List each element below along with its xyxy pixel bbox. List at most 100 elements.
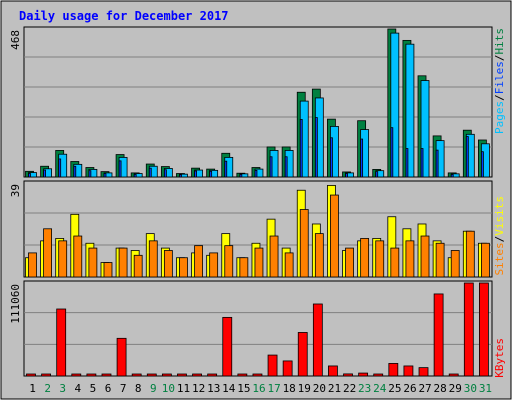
right-axis-label-part: / [493, 55, 506, 62]
sites-bar [405, 240, 415, 278]
day-label: 17 [267, 382, 280, 395]
files-bar [254, 169, 258, 178]
kbytes-bar [282, 360, 293, 377]
files-bar [209, 170, 213, 178]
kbytes-bar [131, 373, 142, 377]
day-label: 3 [59, 382, 66, 395]
day-label: 21 [328, 382, 341, 395]
kbytes-bar [41, 373, 51, 377]
files-bar [73, 165, 77, 178]
day-label: 6 [105, 382, 112, 395]
day-label: 13 [207, 382, 220, 395]
files-bar [465, 136, 469, 178]
day-label: 27 [418, 382, 431, 395]
sites-bar [179, 257, 188, 278]
day-label: 20 [313, 382, 326, 395]
day-label: 23 [358, 382, 371, 395]
kbytes-bar [343, 373, 353, 377]
day-label: 30 [464, 382, 477, 395]
sites-bar [330, 194, 339, 278]
sites-bar [148, 240, 158, 278]
files-bar [390, 127, 394, 178]
kbytes-bar [56, 308, 67, 377]
sites-bar [28, 252, 37, 278]
day-label: 18 [283, 382, 296, 395]
day-label: 19 [298, 382, 311, 395]
sites-bar [224, 245, 234, 278]
day-label: 10 [162, 382, 175, 395]
day-label: 16 [252, 382, 265, 395]
sites-bar [73, 235, 83, 278]
files-bar [360, 138, 364, 178]
day-label: 2 [44, 382, 51, 395]
sites-bar [390, 247, 400, 278]
panels: 468 39 111060 [9, 26, 493, 377]
sites-bar [360, 238, 370, 278]
kbytes-bar [192, 373, 202, 377]
day-label: 11 [177, 382, 190, 395]
day-labels: 1 2 3 4 5 6 7 8 9 10 11 12 13 14 15 16 17 18 19 20 21 22 23 24 2… [29, 382, 492, 395]
right-axis-label-part: / [493, 94, 506, 101]
right-axis-label-part: / [493, 236, 506, 243]
files-bar [269, 156, 273, 178]
kbytes-bar [161, 373, 172, 377]
pages-bar [405, 43, 415, 178]
sites-bar [299, 209, 309, 278]
files-bar [345, 173, 348, 178]
kbytes-bar [433, 293, 444, 377]
kbytes-bar [373, 373, 384, 377]
files-bar [405, 148, 409, 178]
sites-bar [314, 233, 324, 278]
day-label: 26 [403, 382, 416, 395]
kbytes-bar [297, 332, 308, 377]
day-label: 8 [135, 382, 142, 395]
files-bar [103, 173, 107, 178]
day-label: 25 [388, 382, 401, 395]
kbytes-bar [237, 373, 248, 377]
right-axis-label-part: KBytes [493, 338, 506, 378]
files-bar [299, 119, 303, 178]
kbytes-bar [177, 373, 187, 377]
files-bar [88, 170, 92, 178]
panel-0 [23, 26, 493, 178]
panel-2 [23, 280, 493, 377]
sites-bar [375, 240, 385, 278]
sites-bar [254, 247, 264, 278]
sites-bar [284, 252, 294, 278]
day-label: 9 [150, 382, 157, 395]
files-bar [133, 174, 137, 178]
sites-bar [133, 254, 143, 278]
kbytes-bar [222, 316, 233, 377]
day-label: 12 [192, 382, 205, 395]
day-label: 24 [373, 382, 387, 395]
files-bar [239, 174, 243, 178]
files-bar [314, 117, 318, 178]
files-bar [118, 160, 122, 178]
files-bar [420, 148, 424, 178]
day-label: 5 [90, 382, 97, 395]
chart-title: Daily usage for December 2017 [19, 9, 229, 23]
files-bar [58, 158, 62, 178]
kbytes-bar [328, 365, 338, 377]
sites-bar [58, 240, 68, 278]
day-label: 4 [75, 382, 82, 395]
kbytes-bar [312, 303, 323, 377]
right-axis-label-part: Pages [493, 101, 506, 134]
kbytes-bar [86, 373, 97, 377]
files-bar [194, 170, 197, 178]
panel-1 [23, 180, 493, 278]
day-label: 22 [343, 382, 356, 395]
right-axis-label-part: Hits [493, 28, 506, 55]
sites-bar [163, 250, 173, 278]
sites-bar [209, 252, 219, 278]
kbytes-bar [101, 373, 112, 377]
files-bar [43, 169, 46, 178]
right-axis-label-part: Sites [493, 242, 506, 275]
right-axis-label: Pages/Files/Hits [493, 28, 506, 134]
kbytes-bar [388, 363, 399, 377]
right-labels: Pages/Files/Hits Sites/Visits KBytes [493, 28, 506, 378]
panel-background [23, 280, 493, 377]
ymax-label: 111060 [9, 284, 22, 324]
right-axis-label: Sites/Visits [493, 196, 506, 276]
